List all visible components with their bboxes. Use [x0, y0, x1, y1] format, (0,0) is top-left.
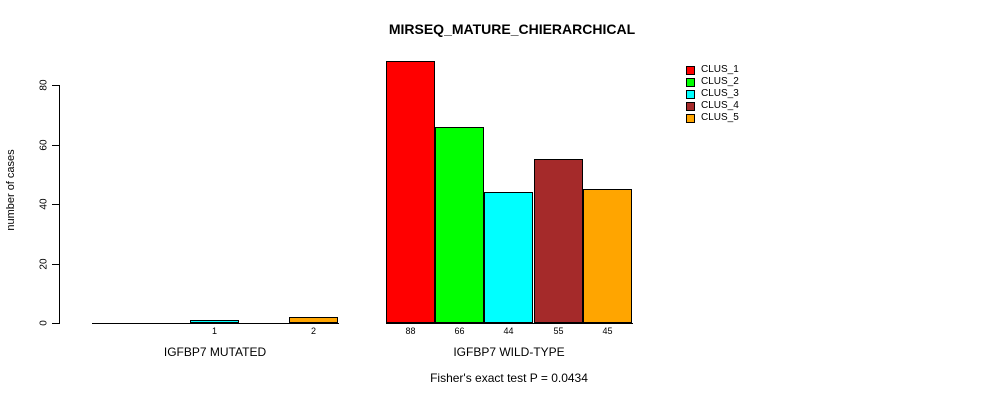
y-tick [52, 204, 59, 205]
bar-value-label: 55 [553, 326, 564, 336]
legend-label: CLUS_5 [701, 112, 739, 123]
legend-item-clus_5: CLUS_5 [686, 112, 739, 124]
bar-clus_3-group1 [190, 320, 239, 323]
group-label-mutated: IGFBP7 MUTATED [163, 345, 267, 359]
y-tick [52, 85, 59, 86]
legend-swatch [686, 101, 695, 111]
legend-swatch [686, 77, 695, 87]
fisher-test-label: Fisher's exact test P = 0.0434 [430, 371, 588, 385]
legend-swatch [686, 89, 695, 99]
bar-clus_1-group2 [386, 61, 435, 323]
legend-label: CLUS_3 [701, 88, 739, 99]
legend-label: CLUS_1 [701, 64, 739, 75]
legend-item-clus_1: CLUS_1 [686, 64, 739, 76]
bar-clus_5-group1 [289, 317, 338, 323]
y-tick-label: 80 [38, 79, 50, 91]
y-tick [52, 264, 59, 265]
legend: CLUS_1 CLUS_2 CLUS_3 CLUS_4 CLUS_5 [686, 64, 739, 124]
bar-value-label: 44 [503, 326, 514, 336]
y-axis-title: number of cases [5, 149, 17, 231]
legend-label: CLUS_2 [701, 76, 739, 87]
y-tick [52, 323, 59, 324]
y-tick-label: 60 [38, 139, 50, 151]
bar-clus_5-group2 [583, 189, 632, 323]
legend-item-clus_4: CLUS_4 [686, 100, 739, 112]
x-baseline [386, 323, 633, 324]
legend-label: CLUS_4 [701, 100, 739, 111]
bar-clus_4-group2 [534, 159, 583, 323]
y-axis-line [59, 85, 60, 324]
legend-swatch [686, 113, 695, 123]
bar-value-label: 2 [310, 326, 317, 336]
bar-clus_2-group2 [435, 127, 484, 323]
bar-value-label: 45 [602, 326, 613, 336]
group-label-wildtype: IGFBP7 WILD-TYPE [453, 345, 565, 359]
bar-value-label: 66 [454, 326, 465, 336]
y-tick-label: 20 [38, 258, 50, 270]
legend-swatch [686, 65, 695, 75]
x-baseline [92, 323, 339, 324]
legend-item-clus_3: CLUS_3 [686, 88, 739, 100]
bar-value-label: 1 [211, 326, 218, 336]
y-tick-label: 40 [38, 198, 50, 210]
y-tick-label: 0 [38, 320, 50, 326]
chart-title: MIRSEQ_MATURE_CHIERARCHICAL [388, 21, 636, 37]
y-tick [52, 145, 59, 146]
legend-item-clus_2: CLUS_2 [686, 76, 739, 88]
bar-value-label: 88 [405, 326, 416, 336]
bar-clus_3-group2 [484, 192, 533, 323]
